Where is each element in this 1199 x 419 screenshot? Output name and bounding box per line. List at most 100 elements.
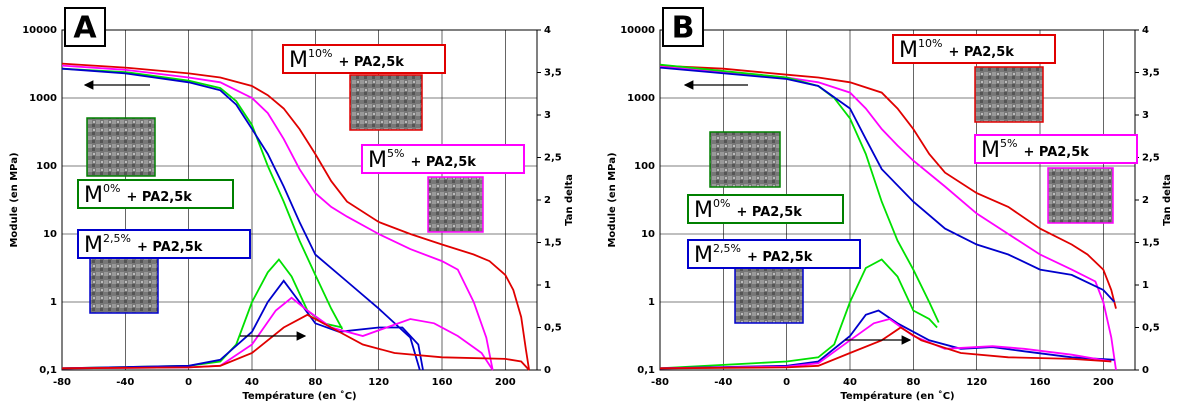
annotation: M5% + PA2,5k (981, 137, 1089, 163)
annotation: M2,5% + PA2,5k (694, 242, 813, 268)
annotation-box (892, 34, 1056, 64)
x-tick-label: 160 (1030, 377, 1051, 388)
annotation-base: M (289, 48, 308, 73)
y2-tick-label: 0 (544, 365, 551, 376)
annotation-box (687, 239, 861, 269)
x-axis-title: Température (en ˚C) (242, 390, 356, 402)
annotation-box (361, 144, 525, 174)
curve (61, 313, 530, 371)
annotation: M5% + PA2,5k (368, 147, 476, 173)
curve (61, 279, 424, 371)
x-tick-label: 0 (783, 377, 790, 388)
y2-tick-label: 1,5 (544, 238, 562, 249)
y-tick-label: 1 (648, 297, 655, 308)
x-tick-label: -40 (714, 377, 732, 388)
curve (659, 309, 1115, 370)
x-tick-label: 40 (245, 377, 259, 388)
annotation: M10% + PA2,5k (289, 47, 404, 73)
y-tick-label: 1000 (29, 93, 57, 104)
x-axis-title: Température (en ˚C) (840, 390, 954, 402)
annotation-sup: 10% (918, 37, 942, 50)
annotation-rest: + PA2,5k (948, 45, 1014, 60)
y2-tick-label: 4 (544, 25, 551, 36)
annotation-base: M (84, 183, 103, 208)
y-tick-label: 10000 (22, 25, 57, 36)
annotation-box (77, 229, 251, 259)
inset-image (734, 267, 804, 324)
x-tick-label: -80 (651, 377, 669, 388)
x-tick-label: 200 (495, 377, 516, 388)
y-tick-label: 10 (43, 229, 57, 240)
annotation-sup: 5% (1000, 137, 1017, 150)
annotation-base: M (694, 198, 713, 223)
curve (61, 64, 494, 371)
inset-image (1047, 167, 1114, 224)
curve (659, 64, 1117, 309)
annotation-sup: 0% (713, 197, 730, 210)
annotation-base: M (981, 138, 1000, 163)
x-tick-label: 40 (843, 377, 857, 388)
y2-tick-label: 3 (1142, 110, 1149, 121)
x-tick-label: 120 (966, 377, 987, 388)
y-tick-label: 10000 (620, 25, 655, 36)
x-tick-label: 120 (368, 377, 389, 388)
y-tick-label: 100 (36, 161, 57, 172)
y-tick-label: 0,1 (39, 365, 57, 376)
y2-tick-label: 1 (544, 280, 551, 291)
y-tick-label: 10 (641, 229, 655, 240)
inset-image (349, 74, 423, 131)
annotation-base: M (368, 148, 387, 173)
annotation-rest: + PA2,5k (736, 205, 802, 220)
curve (61, 67, 421, 371)
annotation: M2,5% + PA2,5k (84, 232, 203, 258)
annotation-base: M (899, 38, 918, 63)
y-axis-title: Module (en MPa) (607, 152, 618, 247)
panel-label-box (662, 7, 704, 47)
annotation: M0% + PA2,5k (84, 182, 192, 208)
y2-tick-label: 0 (1142, 365, 1149, 376)
annotation-sup: 2,5% (713, 242, 741, 255)
x-tick-label: -40 (116, 377, 134, 388)
y2-tick-label: 2 (1142, 195, 1149, 206)
inset-image (709, 131, 781, 188)
curve (61, 62, 530, 371)
y2-tick-label: 1 (1142, 280, 1149, 291)
y2-tick-label: 0,5 (544, 323, 562, 334)
annotation-box (974, 134, 1138, 164)
y2-tick-label: 3,5 (1142, 68, 1160, 79)
curve (659, 326, 1112, 370)
annotation-box (77, 179, 234, 209)
annotation-rest: + PA2,5k (747, 250, 813, 265)
panel-label: B (672, 11, 695, 46)
inset-image (427, 176, 484, 233)
annotation-rest: + PA2,5k (126, 190, 192, 205)
annotation: M10% + PA2,5k (899, 37, 1014, 63)
annotation-rest: + PA2,5k (410, 155, 476, 170)
annotation-rest: + PA2,5k (137, 240, 203, 255)
annotation-sup: 5% (387, 147, 404, 160)
inset-image (86, 117, 156, 177)
y2-axis-title: Tan delta (564, 174, 575, 226)
annotation-box (282, 44, 446, 74)
annotation-rest: + PA2,5k (338, 55, 404, 70)
y2-tick-label: 2 (544, 195, 551, 206)
annotation-box (687, 194, 844, 224)
y2-tick-label: 4 (1142, 25, 1149, 36)
inset-image (89, 257, 159, 314)
annotation-sup: 10% (308, 47, 332, 60)
y2-tick-label: 2,5 (1142, 153, 1160, 164)
y-tick-label: 100 (634, 161, 655, 172)
inset-image (974, 66, 1044, 123)
curve (659, 66, 1116, 303)
x-tick-label: 160 (432, 377, 453, 388)
annotation: M0% + PA2,5k (694, 197, 802, 223)
x-tick-label: 80 (906, 377, 920, 388)
x-tick-label: -80 (53, 377, 71, 388)
panel-label-box (64, 7, 106, 47)
y2-tick-label: 3,5 (544, 68, 562, 79)
y2-tick-label: 3 (544, 110, 551, 121)
y-tick-label: 1 (50, 297, 57, 308)
annotation-rest: + PA2,5k (1023, 145, 1089, 160)
annotation-base: M (84, 233, 103, 258)
